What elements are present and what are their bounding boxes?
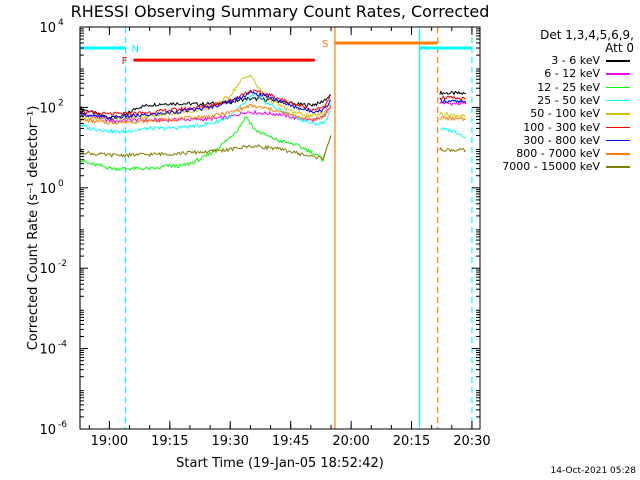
- series-8-segment-0: [79, 135, 332, 161]
- legend-swatch: [606, 126, 630, 128]
- y-tick-label-0: 10: [39, 423, 56, 438]
- legend-swatch: [606, 86, 630, 89]
- series-0-segment-1: [439, 89, 466, 96]
- marker-label-F: F: [122, 56, 128, 67]
- legend-item-4: 50 - 100 keV: [484, 107, 634, 120]
- marker-label-S: S: [322, 39, 328, 50]
- y-axis-label: Corrected Count Rate (s⁻¹ detector⁻¹): [26, 106, 41, 351]
- series-6-segment-1: [439, 98, 467, 104]
- series-7-segment-0: [79, 103, 332, 125]
- legend-label: 3 - 6 keV: [551, 54, 600, 67]
- series-2-segment-0: [79, 116, 332, 172]
- legend-label: 6 - 12 keV: [544, 67, 600, 81]
- y-tick-label-1: 10: [39, 343, 56, 358]
- series-5-segment-1: [439, 95, 467, 102]
- series-3-segment-1: [439, 126, 467, 139]
- legend-label: 800 - 7000 keV: [516, 147, 600, 161]
- legend-swatch: [606, 139, 630, 142]
- x-tick-label-2: 19:30: [212, 434, 249, 449]
- series-5-segment-0: [79, 89, 332, 117]
- series-layer: [79, 74, 467, 172]
- x-axis-label: Start Time (19-Jan-05 18:52:42): [176, 456, 384, 471]
- x-tick-label-0: 19:00: [91, 434, 128, 449]
- series-7-segment-1: [439, 115, 467, 122]
- legend-item-5: 100 - 300 keV: [484, 121, 634, 134]
- series-3-segment-0: [80, 92, 332, 135]
- legend-item-0: 3 - 6 keV: [484, 54, 634, 67]
- legend-label: 25 - 50 keV: [537, 93, 600, 107]
- y-tick-label-2: 10: [39, 262, 56, 277]
- legend-label: 12 - 25 keV: [537, 80, 600, 94]
- legend-item-2: 12 - 25 keV: [484, 81, 634, 94]
- y-tick-exponent-2: -2: [58, 259, 67, 269]
- legend-item-1: 6 - 12 keV: [484, 67, 634, 80]
- x-tick-label-4: 20:00: [332, 434, 369, 449]
- y-tick-label-5: 10: [39, 21, 56, 36]
- marker-label-N: N: [132, 44, 139, 55]
- y-tick-label-4: 10: [39, 101, 56, 116]
- x-tick-label-3: 19:45: [272, 434, 309, 449]
- series-8-segment-1: [439, 146, 467, 153]
- chart-title: RHESSI Observing Summary Count Rates, Co…: [70, 2, 490, 21]
- legend-label: 100 - 300 keV: [523, 120, 600, 134]
- legend-item-6: 300 - 800 keV: [484, 134, 634, 147]
- legend-swatch: [606, 113, 630, 115]
- legend-label: 7000 - 15000 keV: [502, 160, 600, 174]
- footer-date: 14-Oct-2021 05:28: [550, 466, 636, 476]
- legend-swatch: [606, 99, 630, 102]
- x-tick-label-6: 20:30: [453, 434, 490, 449]
- x-tick-label-5: 20:15: [393, 434, 430, 449]
- y-tick-exponent-3: 0: [58, 179, 64, 189]
- y-tick-exponent-4: 2: [58, 98, 64, 108]
- legend-header-line-1: Det 1,3,4,5,6,9,: [540, 28, 634, 42]
- legend-label: 50 - 100 keV: [530, 107, 600, 121]
- y-tick-exponent-1: -4: [58, 340, 67, 350]
- legend-label: 300 - 800 keV: [523, 133, 600, 147]
- legend-item-8: 7000 - 15000 keV: [484, 160, 634, 173]
- legend-swatch: [606, 153, 630, 155]
- series-1-segment-1: [439, 101, 467, 107]
- series-1-segment-0: [79, 105, 332, 124]
- series-4-segment-0: [79, 74, 332, 122]
- series-6-segment-0: [79, 91, 332, 121]
- marker-layer: NF S: [79, 27, 473, 429]
- series-4-segment-1: [439, 111, 466, 118]
- legend-header-line-2: Att 0: [605, 41, 634, 55]
- plot-frame: [79, 26, 481, 430]
- x-tick-label-1: 19:15: [151, 434, 188, 449]
- legend-swatch: [606, 166, 630, 168]
- legend-item-3: 25 - 50 keV: [484, 94, 634, 107]
- legend-swatch: [606, 60, 630, 62]
- legend-swatch: [606, 73, 630, 75]
- y-tick-exponent-5: 4: [58, 18, 64, 28]
- legend-item-7: 800 - 7000 keV: [484, 147, 634, 160]
- y-tick-exponent-0: -6: [58, 420, 67, 430]
- y-tick-label-3: 10: [39, 182, 56, 197]
